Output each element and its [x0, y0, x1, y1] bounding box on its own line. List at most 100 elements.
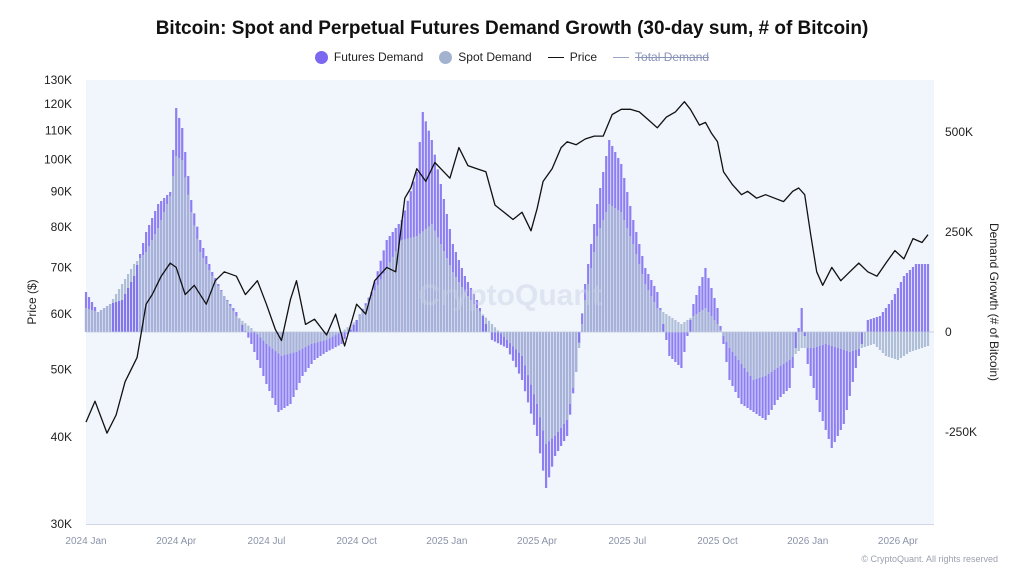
futures-bar: [289, 332, 292, 404]
spot-bar: [830, 332, 833, 346]
spot-bar: [108, 304, 112, 332]
futures-bar: [313, 332, 316, 360]
spot-bar: [836, 332, 839, 348]
spot-bar: [469, 300, 473, 332]
futures-bar: [701, 277, 704, 332]
futures-bar: [881, 312, 884, 332]
spot-bar: [869, 332, 872, 345]
legend-item-total[interactable]: Total Demand: [613, 50, 709, 64]
left-tick-label: 40K: [51, 430, 72, 444]
spot-bar: [382, 273, 385, 332]
spot-bar: [854, 332, 857, 350]
spot-bar: [899, 332, 903, 358]
futures-bar: [797, 328, 800, 332]
futures-bar: [686, 332, 689, 336]
spot-bar: [842, 332, 845, 350]
futures-bar: [803, 332, 806, 336]
futures-bar: [695, 295, 698, 332]
x-tick-label: 2024 Apr: [156, 536, 197, 547]
futures-bar: [851, 332, 854, 382]
spot-bar: [773, 332, 776, 370]
futures-bar: [421, 112, 424, 332]
spot-bar: [812, 332, 815, 348]
spot-bar: [683, 322, 686, 332]
spot-bar: [274, 332, 277, 352]
futures-bar: [271, 332, 274, 398]
spot-bar: [181, 160, 184, 332]
futures-bar: [860, 332, 863, 344]
futures-bar: [734, 332, 737, 392]
futures-bar: [581, 313, 584, 332]
legend-item-spot[interactable]: Spot Demand: [439, 50, 532, 64]
spot-bar: [824, 332, 827, 344]
spot-bar: [920, 332, 924, 348]
spot-bar: [84, 308, 88, 332]
spot-bar: [575, 332, 578, 372]
spot-bar: [229, 306, 232, 332]
x-tick-label: 2025 Jan: [426, 536, 467, 547]
futures-bar: [923, 264, 927, 332]
futures-bar: [259, 332, 262, 368]
futures-bar: [319, 332, 322, 356]
futures-bar: [800, 308, 803, 332]
spot-bar: [427, 226, 430, 332]
spot-bar: [379, 279, 382, 332]
spot-bar: [800, 332, 803, 348]
spot-bar: [343, 329, 346, 332]
spot-bar: [445, 258, 448, 332]
spot-bar: [154, 234, 157, 332]
chart-legend: Futures Demand Spot Demand Price Total D…: [0, 50, 1024, 64]
spot-bar: [707, 312, 710, 332]
spot-bar: [641, 274, 644, 332]
spot-bar: [734, 332, 737, 356]
spot-bar: [334, 332, 337, 336]
spot-bar: [523, 332, 527, 366]
futures-bar: [842, 332, 845, 424]
spot-bar: [544, 332, 548, 444]
futures-bar: [878, 316, 881, 332]
spot-bar: [701, 310, 704, 332]
left-tick-label: 70K: [51, 260, 72, 274]
spot-bar: [436, 237, 439, 332]
futures-bar: [818, 332, 821, 412]
futures-bar: [794, 332, 797, 348]
futures-bar: [737, 332, 740, 398]
spot-bar: [307, 332, 310, 346]
spot-bar: [818, 332, 821, 346]
spot-bar: [451, 272, 454, 332]
legend-item-futures[interactable]: Futures Demand: [314, 50, 423, 64]
spot-bar: [779, 332, 782, 366]
spot-bar: [677, 322, 680, 332]
spot-bar: [532, 332, 536, 395]
spot-bar: [884, 332, 887, 356]
futures-bar: [117, 301, 121, 332]
futures-bar: [890, 300, 894, 332]
futures-bar: [241, 324, 244, 332]
futures-bar: [325, 332, 328, 352]
spot-bar: [560, 332, 563, 428]
spot-bar: [896, 332, 900, 360]
futures-bar: [905, 273, 909, 332]
spot-bar: [232, 311, 235, 332]
spot-bar: [890, 332, 894, 358]
spot-bar: [295, 332, 298, 352]
legend-item-price[interactable]: Price: [547, 50, 597, 64]
spot-bar: [292, 332, 295, 353]
spot-bar: [737, 332, 740, 360]
futures-bar: [250, 332, 253, 344]
spot-bar: [851, 332, 854, 351]
spot-bar: [283, 332, 286, 356]
futures-bar: [677, 332, 680, 365]
futures-bar: [728, 332, 731, 380]
spot-bar: [686, 320, 689, 332]
spot-bar: [788, 332, 791, 360]
spot-bar: [175, 156, 178, 332]
spot-bar: [626, 228, 629, 332]
spot-bar: [406, 238, 409, 332]
spot-bar: [529, 332, 533, 385]
futures-bar: [578, 332, 581, 343]
spot-bar: [490, 324, 494, 332]
spot-bar: [538, 332, 542, 418]
x-tick-label: 2026 Jan: [787, 536, 828, 547]
